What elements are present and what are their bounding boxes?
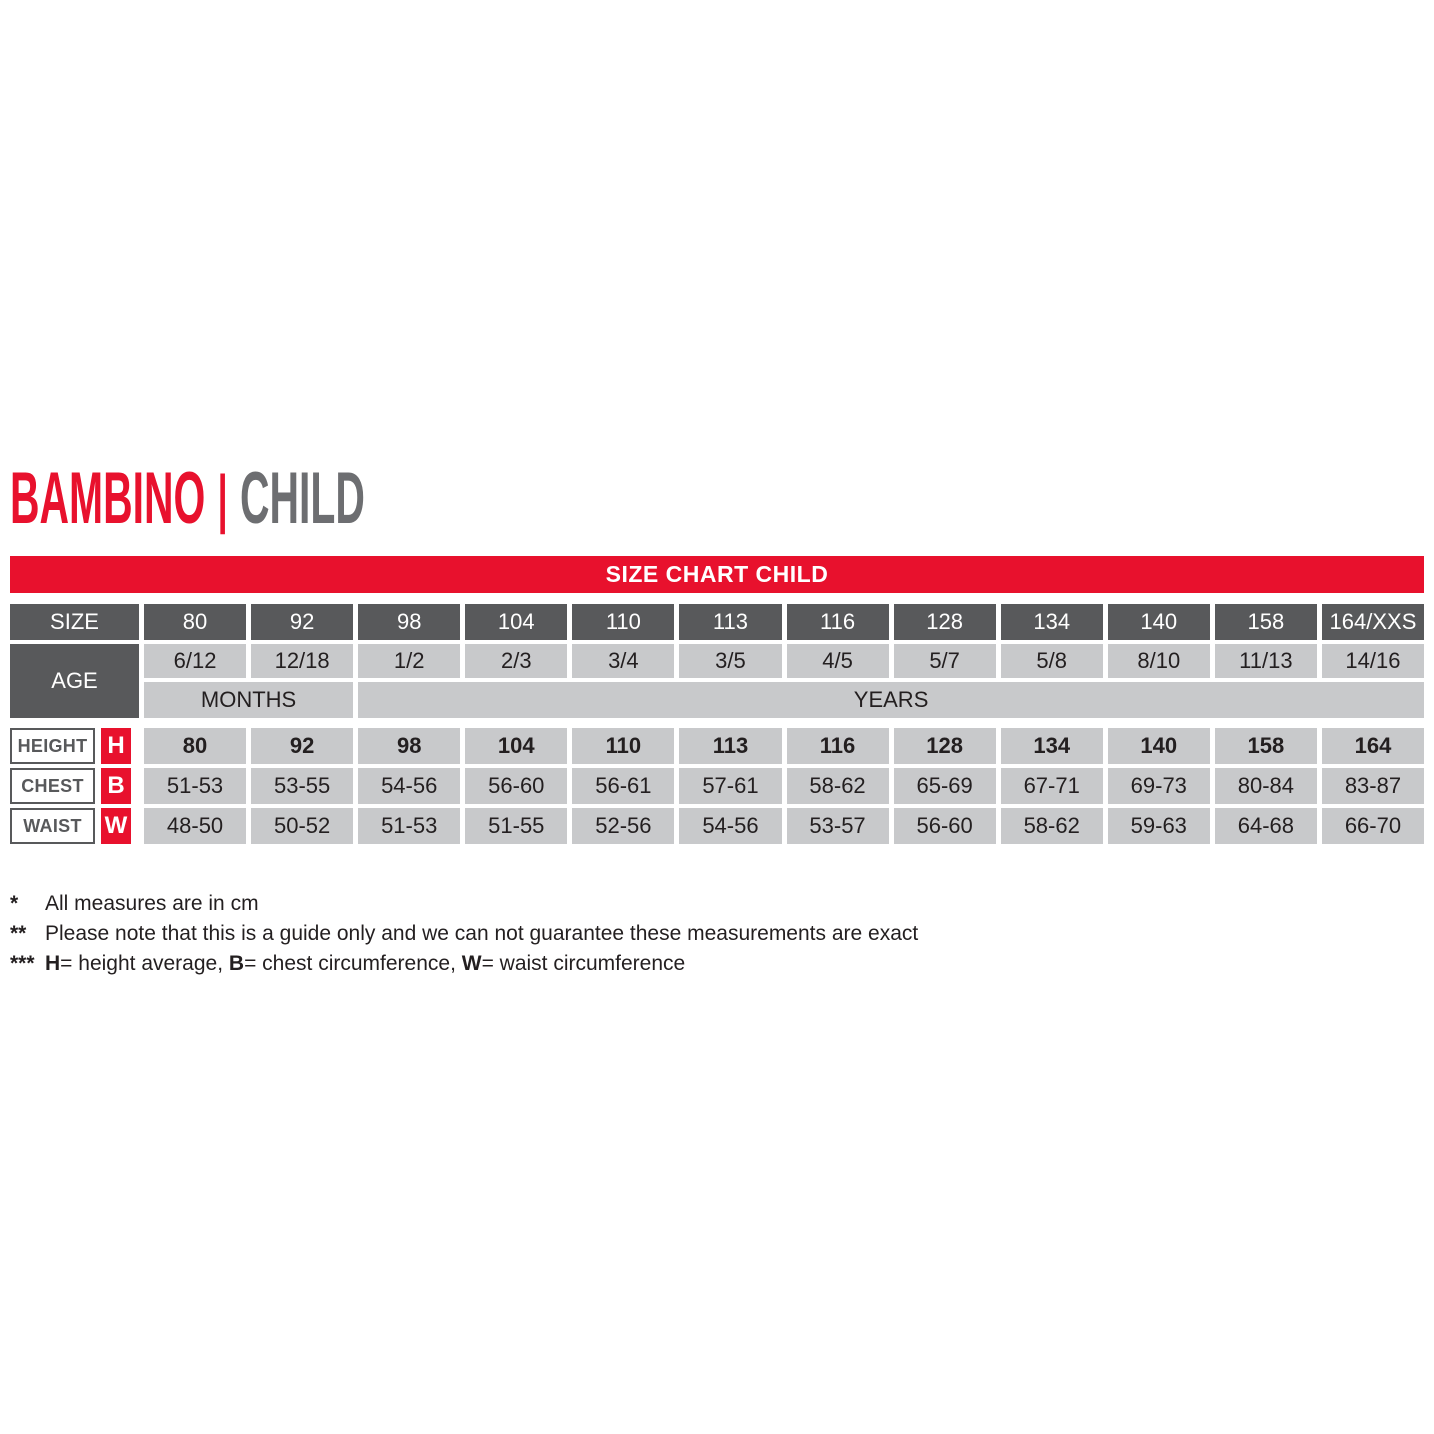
- age-value-cell: 14/16: [1321, 644, 1424, 678]
- age-value-cell: 3/4: [572, 644, 675, 678]
- chest-value-cell: 51-53: [144, 768, 247, 804]
- waist-label: WAIST: [10, 808, 95, 844]
- title-secondary: CHILD: [239, 458, 365, 539]
- waist-value-cell: 51-53: [358, 808, 461, 844]
- height-letter-badge: H: [101, 728, 131, 764]
- age-value-cell: 1/2: [358, 644, 461, 678]
- waist-value-cell: 52-56: [572, 808, 675, 844]
- footnote-marker: *: [10, 892, 19, 915]
- size-value-cell: 164/XXS: [1321, 604, 1424, 640]
- height-row-label: HEIGHT H: [10, 728, 139, 764]
- page-title: BAMBINO | CHILD: [10, 462, 365, 535]
- height-value-cell: 158: [1214, 728, 1317, 764]
- size-value-cell: 110: [572, 604, 675, 640]
- chest-row-label: CHEST B: [10, 768, 139, 804]
- size-value-cell: 80: [144, 604, 247, 640]
- chest-value-cell: 83-87: [1321, 768, 1424, 804]
- footnote-marker: ***: [10, 952, 35, 975]
- footnote-text: H= height average, B= chest circumferenc…: [45, 952, 686, 975]
- chest-value-cell: 69-73: [1107, 768, 1210, 804]
- waist-value-cell: 53-57: [786, 808, 889, 844]
- height-value-cell: 98: [358, 728, 461, 764]
- height-value-cell: 140: [1107, 728, 1210, 764]
- age-value-cell: 6/12: [144, 644, 247, 678]
- chest-value-cell: 53-55: [251, 768, 354, 804]
- waist-value-cell: 58-62: [1000, 808, 1103, 844]
- footnote-measures: * All measures are in cm: [10, 889, 918, 919]
- title-primary: BAMBINO: [10, 458, 206, 539]
- footnote-text: All measures are in cm: [45, 892, 259, 915]
- waist-value-cell: 64-68: [1214, 808, 1317, 844]
- height-value-cell: 80: [144, 728, 247, 764]
- chest-label: CHEST: [10, 768, 95, 804]
- months-span-cell: MONTHS: [144, 682, 354, 718]
- size-value-cell: 128: [893, 604, 996, 640]
- age-value-cell: 8/10: [1107, 644, 1210, 678]
- years-span-cell: YEARS: [358, 682, 1424, 718]
- size-row: SIZE 80 92 98 104 110 113 116 128 134 14…: [10, 604, 1424, 640]
- size-chart-banner: SIZE CHART CHILD: [10, 556, 1424, 593]
- footnote-legend: *** H= height average, B= chest circumfer…: [10, 949, 918, 979]
- chest-value-cell: 67-71: [1000, 768, 1103, 804]
- chest-value-cell: 56-60: [465, 768, 568, 804]
- size-value-cell: 140: [1107, 604, 1210, 640]
- chest-value-cell: 56-61: [572, 768, 675, 804]
- height-value-cell: 110: [572, 728, 675, 764]
- footnotes: * All measures are in cm ** Please note th…: [10, 889, 918, 979]
- size-value-cell: 104: [465, 604, 568, 640]
- waist-value-cell: 51-55: [465, 808, 568, 844]
- waist-value-cell: 59-63: [1107, 808, 1210, 844]
- waist-value-cell: 66-70: [1321, 808, 1424, 844]
- height-value-cell: 128: [893, 728, 996, 764]
- height-value-cell: 113: [679, 728, 782, 764]
- age-rows: AGE 6/12 12/18 1/2 2/3 3/4 3/5 4/5 5/7 5…: [10, 644, 1424, 718]
- age-value-cell: 5/8: [1000, 644, 1103, 678]
- height-value-cell: 116: [786, 728, 889, 764]
- height-label: HEIGHT: [10, 728, 95, 764]
- waist-row-label: WAIST W: [10, 808, 139, 844]
- size-value-cell: 134: [1000, 604, 1103, 640]
- footnote-marker: **: [10, 922, 27, 945]
- size-value-cell: 113: [679, 604, 782, 640]
- title-separator: |: [217, 462, 228, 534]
- chest-value-cell: 54-56: [358, 768, 461, 804]
- age-value-cell: 11/13: [1214, 644, 1317, 678]
- size-value-cell: 98: [358, 604, 461, 640]
- age-value-cell: 5/7: [893, 644, 996, 678]
- chest-value-cell: 57-61: [679, 768, 782, 804]
- chest-value-cell: 65-69: [893, 768, 996, 804]
- size-value-cell: 116: [786, 604, 889, 640]
- measurements-table: HEIGHT H 80 92 98 104 110 113 116 128 13…: [10, 728, 1424, 844]
- size-value-cell: 158: [1214, 604, 1317, 640]
- age-value-cell: 12/18: [251, 644, 354, 678]
- age-value-cell: 4/5: [786, 644, 889, 678]
- chest-letter-badge: B: [101, 768, 131, 804]
- footnote-text: Please note that this is a guide only an…: [45, 922, 919, 945]
- size-value-cell: 92: [251, 604, 354, 640]
- height-value-cell: 104: [465, 728, 568, 764]
- height-value-cell: 92: [251, 728, 354, 764]
- waist-value-cell: 56-60: [893, 808, 996, 844]
- chest-value-cell: 80-84: [1214, 768, 1317, 804]
- age-value-cell: 2/3: [465, 644, 568, 678]
- chest-value-cell: 58-62: [786, 768, 889, 804]
- size-header-cell: SIZE: [10, 604, 139, 640]
- waist-value-cell: 54-56: [679, 808, 782, 844]
- height-value-cell: 164: [1321, 728, 1424, 764]
- footnote-guide: ** Please note that this is a guide only …: [10, 919, 918, 949]
- waist-value-cell: 50-52: [251, 808, 354, 844]
- waist-value-cell: 48-50: [144, 808, 247, 844]
- height-value-cell: 134: [1000, 728, 1103, 764]
- waist-letter-badge: W: [101, 808, 131, 844]
- age-header-cell: AGE: [10, 644, 139, 718]
- age-value-cell: 3/5: [679, 644, 782, 678]
